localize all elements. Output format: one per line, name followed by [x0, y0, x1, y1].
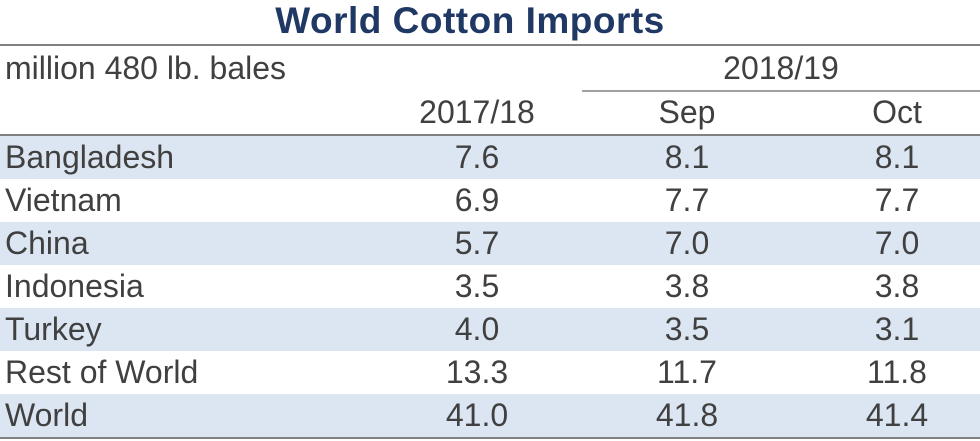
table-cell: 3.8 — [874, 268, 920, 304]
row-label: World — [5, 397, 88, 433]
column-header-sep: Sep — [658, 94, 716, 130]
table-cell: 41.0 — [445, 397, 509, 433]
row-label: Vietnam — [5, 182, 122, 218]
table-cell: 41.4 — [865, 397, 929, 433]
row-band — [0, 136, 980, 179]
table-cell: 11.7 — [657, 354, 717, 390]
table-cell: 7.0 — [664, 225, 710, 261]
row-band — [0, 394, 980, 437]
row-band — [0, 222, 980, 265]
row-label: Rest of World — [5, 354, 199, 390]
row-label: Indonesia — [5, 268, 144, 304]
group-underline — [582, 90, 980, 92]
group-header: 2018/19 — [723, 50, 839, 86]
table-cell: 3.1 — [874, 311, 920, 347]
column-header-2017-18: 2017/18 — [419, 94, 535, 130]
table-cell: 41.8 — [655, 397, 719, 433]
unit-label: million 480 lb. bales — [5, 50, 287, 86]
table-cell: 11.8 — [867, 354, 927, 390]
table-cell: 8.1 — [664, 139, 710, 175]
table-cell: 7.7 — [874, 182, 920, 218]
row-label: Turkey — [5, 311, 102, 347]
table-cell: 7.0 — [874, 225, 920, 261]
table-cell: 3.8 — [664, 268, 710, 304]
table-cell: 7.6 — [454, 139, 500, 175]
row-label: Bangladesh — [5, 139, 175, 175]
table-cell: 3.5 — [454, 268, 500, 304]
table-cell: 8.1 — [874, 139, 920, 175]
table-cell: 7.7 — [664, 182, 710, 218]
table-title: World Cotton Imports — [275, 0, 665, 41]
top-rule — [0, 44, 980, 46]
table-cell: 5.7 — [454, 225, 500, 261]
row-band — [0, 308, 980, 351]
table-cell: 6.9 — [454, 182, 500, 218]
row-label: China — [5, 225, 89, 261]
table-cell: 4.0 — [454, 311, 500, 347]
table-cell: 13.3 — [445, 354, 509, 390]
bottom-rule — [0, 437, 980, 439]
table-cell: 3.5 — [664, 311, 710, 347]
header-rule — [0, 134, 980, 136]
column-header-oct: Oct — [872, 94, 922, 130]
